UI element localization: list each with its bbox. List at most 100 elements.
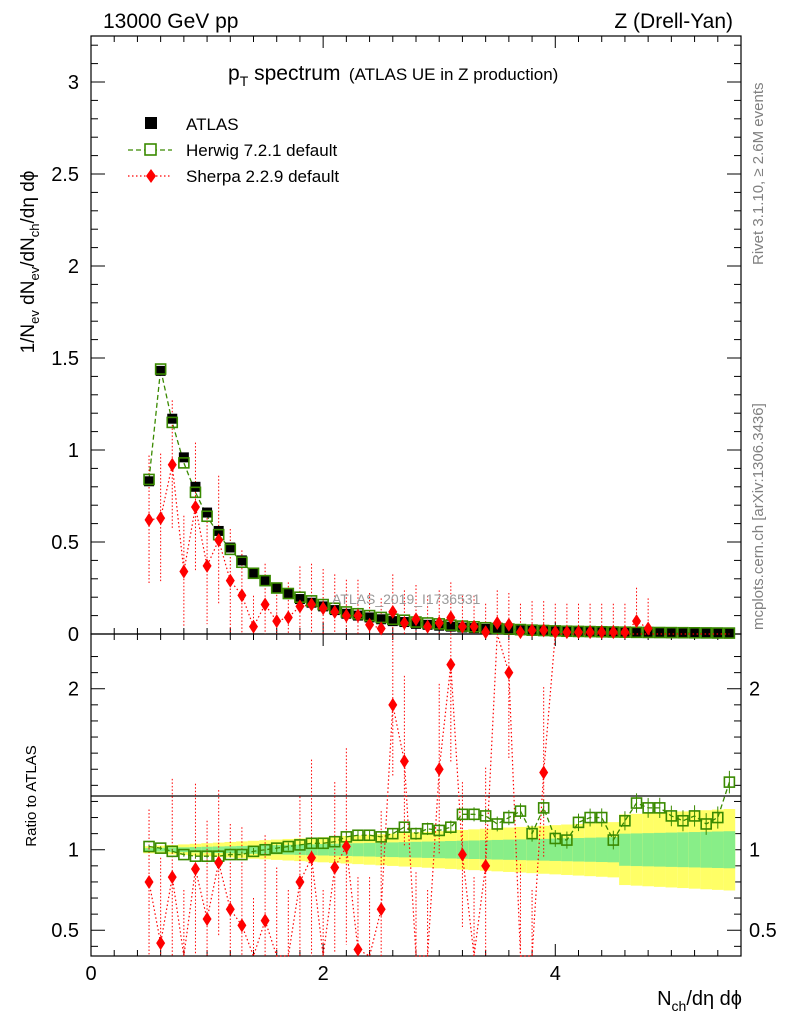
herwig-ratio-point xyxy=(688,810,701,822)
sherpa-ratio-point xyxy=(399,754,409,769)
atlas-point xyxy=(248,568,259,579)
sherpa-point xyxy=(574,625,583,640)
sherpa-point xyxy=(295,599,305,614)
herwig-ratio-point xyxy=(386,827,399,840)
sherpa-ratio-line xyxy=(148,633,730,958)
herwig-point xyxy=(143,473,155,486)
band-inner xyxy=(561,838,573,862)
sherpa-ratio-point xyxy=(260,913,270,928)
sherpa-ratio-point xyxy=(446,657,456,672)
sherpa-ratio-point xyxy=(225,902,235,917)
atlas-point xyxy=(445,621,456,632)
atlas-point xyxy=(202,507,213,518)
herwig-ratio-point xyxy=(189,850,202,862)
herwig-ratio-point xyxy=(363,829,376,842)
herwig-ratio-point xyxy=(619,814,631,827)
atlas-point xyxy=(213,525,224,536)
herwig-ratio-point xyxy=(700,818,712,830)
plot-title: pT spectrum (ATLAS UE in Z production) xyxy=(228,62,558,89)
herwig-point xyxy=(201,510,213,523)
sherpa-point xyxy=(608,625,618,640)
sherpa-point xyxy=(260,597,270,612)
sherpa-ratio-point xyxy=(504,665,514,680)
band-inner xyxy=(386,842,399,858)
sherpa-point xyxy=(307,597,317,612)
sherpa-point xyxy=(156,511,166,526)
atlas-point xyxy=(387,616,398,627)
sherpa-point xyxy=(365,617,375,632)
sherpa-point xyxy=(202,558,212,573)
herwig-point xyxy=(259,574,271,587)
legend-label-sherpa: Sherpa 2.2.9 default xyxy=(186,167,339,186)
herwig-ratio-point xyxy=(642,802,654,814)
sherpa-point xyxy=(399,615,409,630)
herwig-ratio-point xyxy=(537,802,550,814)
plot-title-rest: spectrum xyxy=(248,62,340,85)
rivet-label: Rivet 3.1.10, ≥ 2.6M events xyxy=(750,83,767,266)
sherpa-ratio-point xyxy=(539,765,549,780)
atlas-point xyxy=(225,542,236,553)
plot-title-main: p xyxy=(228,62,240,85)
herwig-point xyxy=(653,626,666,639)
herwig-point xyxy=(270,582,283,594)
sherpa-point xyxy=(330,604,340,619)
band-inner xyxy=(665,832,678,867)
atlas-point xyxy=(260,575,271,586)
band-inner xyxy=(468,840,480,860)
band-inner xyxy=(688,832,701,868)
x-tick-label: 0 xyxy=(85,963,96,985)
sherpa-point xyxy=(318,601,328,616)
y-tick-label: 0.5 xyxy=(51,532,79,554)
sherpa-point xyxy=(272,614,282,629)
atlas-point xyxy=(271,583,282,593)
band-inner xyxy=(607,837,620,863)
herwig-ratio-point xyxy=(154,842,167,854)
atlas-point xyxy=(631,627,642,638)
ratio-axis-ticks: 0.5 0.5 1 1 2 2 0 2 4 xyxy=(51,634,777,985)
sherpa-ratio-point xyxy=(190,862,200,877)
atlas-point xyxy=(294,594,305,605)
band-inner xyxy=(445,841,457,859)
main-series-layer xyxy=(143,363,736,640)
band-inner xyxy=(711,831,724,868)
sherpa-point xyxy=(190,500,200,515)
sherpa-point xyxy=(388,604,398,619)
sherpa-point xyxy=(492,615,502,630)
herwig-ratio-point xyxy=(607,834,620,846)
sherpa-ratio-point xyxy=(237,918,247,933)
plot-title-note: (ATLAS UE in Z production) xyxy=(349,65,558,84)
sherpa-point xyxy=(237,588,247,603)
y-tick-label: 0.5 xyxy=(51,920,79,942)
sherpa-point xyxy=(632,614,642,629)
sherpa-point xyxy=(423,619,433,634)
sherpa-ratio-point xyxy=(167,870,177,885)
header-left: 13000 GeV pp xyxy=(103,10,238,33)
herwig-ratio-point xyxy=(270,842,283,854)
sherpa-point xyxy=(446,610,456,625)
herwig-ratio-point xyxy=(236,848,248,861)
mcplots-label: mcplots.cern.ch [arXiv:1306.3436] xyxy=(750,403,767,630)
band-inner xyxy=(584,837,596,862)
atlas-point xyxy=(654,627,665,638)
sherpa-point xyxy=(562,625,572,640)
herwig-point xyxy=(711,627,724,639)
herwig-point xyxy=(700,627,712,639)
legend-label-herwig: Herwig 7.2.1 default xyxy=(186,141,337,160)
herwig-ratio-point xyxy=(479,810,492,822)
sherpa-point xyxy=(620,625,630,640)
sherpa-point xyxy=(249,619,258,634)
herwig-ratio-point xyxy=(143,840,155,853)
band-inner xyxy=(491,839,504,860)
sherpa-ratio-point xyxy=(388,697,398,712)
herwig-point xyxy=(723,627,736,639)
herwig-ratio-point xyxy=(653,802,666,814)
herwig-ratio-point xyxy=(572,816,585,829)
herwig-point xyxy=(247,567,260,580)
herwig-ratio-point xyxy=(224,848,237,861)
herwig-ratio-point xyxy=(584,811,596,824)
sherpa-point xyxy=(353,608,363,623)
herwig-ratio-point xyxy=(201,850,213,862)
herwig-ratio-point xyxy=(665,810,678,822)
y-tick-label-right: 2 xyxy=(749,679,760,701)
herwig-point xyxy=(282,587,295,600)
